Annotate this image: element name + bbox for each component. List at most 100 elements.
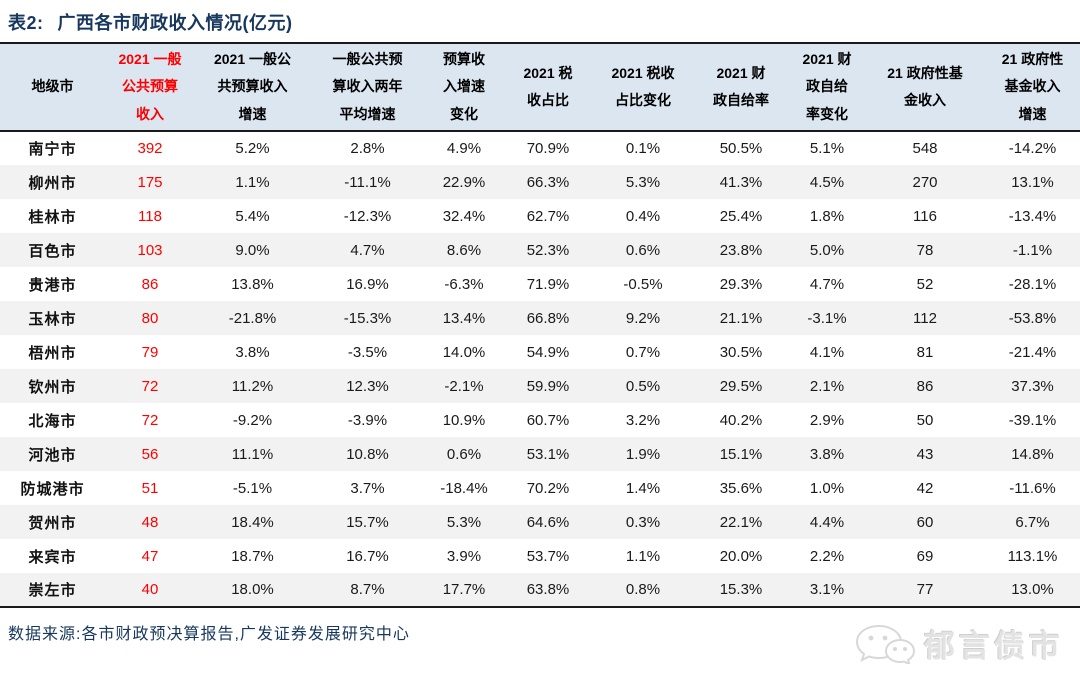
column-header-tax-share-change: 2021 税收 占比变化 [593, 43, 693, 132]
cell-budget-growth: 18.0% [231, 581, 274, 598]
cell-budget-revenue: 86 [141, 275, 159, 293]
cell-govt-fund-growth: -39.1% [1008, 411, 1057, 429]
cell-growth-change: 17.7% [442, 581, 486, 598]
cell-self-sufficiency: 35.6% [719, 479, 763, 497]
cell-self-sufficiency: 22.1% [719, 513, 763, 531]
cell-growth-change: -2.1% [444, 377, 484, 395]
cell-tax-share-change: 0.6% [625, 241, 661, 259]
cell-budget-growth: 13.8% [231, 275, 274, 293]
cell-two-year-avg-growth: -3.5% [347, 343, 388, 361]
cell-self-sufficiency: 15.1% [719, 445, 763, 463]
cell-self-sufficiency-change: 5.1% [809, 140, 845, 157]
header-row: 地级市 2021 一般 公共预算 收入 2021 一般公 共预算收入 增速 一般… [0, 43, 1080, 132]
cell-budget-growth: 11.2% [231, 377, 274, 395]
cell-two-year-avg-growth: -15.3% [343, 309, 392, 327]
table-header: 地级市 2021 一般 公共预算 收入 2021 一般公 共预算收入 增速 一般… [0, 43, 1080, 132]
cell-city-name: 玉林市 [28, 310, 77, 328]
cell-city-name: 柳州市 [28, 174, 77, 192]
cell-budget-revenue: 103 [137, 241, 163, 259]
cell-self-sufficiency-change: 4.1% [809, 343, 845, 361]
cell-city-name: 贵港市 [28, 276, 77, 294]
cell-tax-share: 70.2% [526, 479, 570, 497]
cell-govt-fund-growth: -1.1% [1012, 241, 1053, 259]
cell-tax-share-change: 0.1% [625, 140, 661, 157]
cell-budget-growth: 3.8% [235, 343, 270, 361]
column-header-city: 地级市 [0, 43, 105, 132]
cell-growth-change: 8.6% [446, 241, 482, 259]
cell-two-year-avg-growth: 4.7% [350, 241, 385, 259]
cell-tax-share-change: 0.5% [625, 377, 661, 395]
cell-tax-share-change: 0.4% [625, 207, 661, 225]
cell-tax-share-change: 3.2% [625, 411, 661, 429]
cell-city-name: 河池市 [28, 446, 77, 464]
cell-budget-growth: 5.2% [235, 140, 270, 157]
cell-govt-fund-growth: -11.6% [1009, 479, 1056, 497]
cell-budget-growth: 1.1% [235, 173, 270, 191]
cell-budget-growth: -9.2% [232, 411, 273, 429]
cell-budget-growth: 9.0% [235, 241, 270, 259]
cell-tax-share-change: 0.8% [625, 581, 661, 598]
cell-city-name: 梧州市 [28, 344, 77, 362]
cell-budget-growth: -5.1% [232, 479, 273, 497]
table-row: 桂林市 118 5.4% -12.3% 32.4% 62.7% 0.4% 25.4% 1.8% 1… [0, 199, 1080, 233]
cell-budget-growth: 18.4% [231, 513, 274, 531]
cell-tax-share: 63.8% [526, 581, 570, 598]
table-row: 玉林市 80 -21.8% -15.3% 13.4% 66.8% 9.2% 21.1% -3.1… [0, 301, 1080, 335]
table-number-label: 表2: [8, 13, 44, 33]
cell-growth-change: -6.3% [444, 275, 484, 293]
cell-govt-fund-growth: 113.1% [1007, 547, 1058, 565]
cell-govt-fund-revenue: 52 [916, 275, 934, 293]
cell-govt-fund-revenue: 112 [913, 309, 937, 327]
cell-tax-share: 66.3% [526, 173, 570, 191]
table-body: 南宁市 392 5.2% 2.8% 4.9% 70.9% 0.1% 50.5% 5.1% 548 -… [0, 131, 1080, 607]
cell-budget-growth: 18.7% [231, 547, 274, 565]
cell-budget-revenue: 72 [141, 377, 159, 395]
column-header-budget-growth: 2021 一般公 共预算收入 增速 [195, 43, 310, 132]
data-source-text: 数据来源:各市财政预决算报告,广发证券发展研究中心 [8, 626, 410, 643]
table-title: 表2: 广西各市财政收入情况(亿元) [0, 0, 1080, 42]
cell-govt-fund-revenue: 548 [912, 140, 938, 157]
table-row: 防城港市 51 -5.1% 3.7% -18.4% 70.2% 1.4% 35.6% 1.0% 4… [0, 471, 1080, 505]
cell-govt-fund-growth: 14.8% [1011, 445, 1054, 463]
cell-growth-change: 14.0% [442, 343, 486, 361]
cell-self-sufficiency: 20.0% [719, 547, 763, 565]
cell-two-year-avg-growth: 16.7% [346, 547, 389, 565]
cell-city-name: 贺州市 [28, 514, 77, 532]
cell-self-sufficiency-change: 1.0% [809, 479, 845, 497]
cell-govt-fund-growth: 6.7% [1015, 513, 1050, 531]
cell-self-sufficiency-change: 2.2% [809, 547, 845, 565]
cell-govt-fund-revenue: 69 [916, 547, 934, 565]
cell-tax-share: 54.9% [526, 343, 570, 361]
column-header-self-sufficiency: 2021 财 政自给率 [693, 43, 789, 132]
cell-self-sufficiency: 40.2% [719, 411, 763, 429]
cell-self-sufficiency: 15.3% [719, 581, 763, 598]
cell-govt-fund-growth: 13.1% [1011, 173, 1054, 191]
cell-two-year-avg-growth: -3.9% [347, 411, 388, 429]
cell-govt-fund-revenue: 86 [916, 377, 934, 395]
cell-self-sufficiency-change: 2.9% [809, 411, 845, 429]
cell-self-sufficiency: 30.5% [719, 343, 763, 361]
cell-govt-fund-growth: -21.4% [1008, 343, 1057, 361]
cell-budget-revenue: 392 [137, 140, 163, 157]
cell-city-name: 来宾市 [28, 548, 77, 566]
cell-govt-fund-growth: -13.4% [1008, 207, 1057, 225]
cell-self-sufficiency: 29.3% [719, 275, 763, 293]
table-row: 贺州市 48 18.4% 15.7% 5.3% 64.6% 0.3% 22.1% 4.4% 60 6… [0, 505, 1080, 539]
cell-growth-change: 5.3% [446, 513, 482, 531]
page-title: 广西各市财政收入情况(亿元) [57, 13, 293, 33]
cell-budget-revenue: 175 [137, 173, 163, 191]
cell-tax-share: 59.9% [526, 377, 570, 395]
cell-two-year-avg-growth: 15.7% [346, 513, 389, 531]
watermark-text: 郁言债市 [924, 629, 1064, 664]
cell-two-year-avg-growth: 12.3% [346, 377, 389, 395]
cell-budget-revenue: 40 [141, 581, 159, 598]
cell-self-sufficiency-change: 3.1% [809, 581, 845, 598]
cell-govt-fund-growth: -28.1% [1008, 275, 1057, 293]
cell-self-sufficiency: 50.5% [719, 140, 763, 157]
column-header-govt-fund-revenue: 21 政府性基 金收入 [865, 43, 985, 132]
cell-tax-share: 53.7% [526, 547, 570, 565]
table-row: 崇左市 40 18.0% 8.7% 17.7% 63.8% 0.8% 15.3% 3.1% 77 1… [0, 573, 1080, 607]
watermark: 郁言债市 [854, 621, 1064, 666]
cell-city-name: 钦州市 [28, 378, 77, 396]
